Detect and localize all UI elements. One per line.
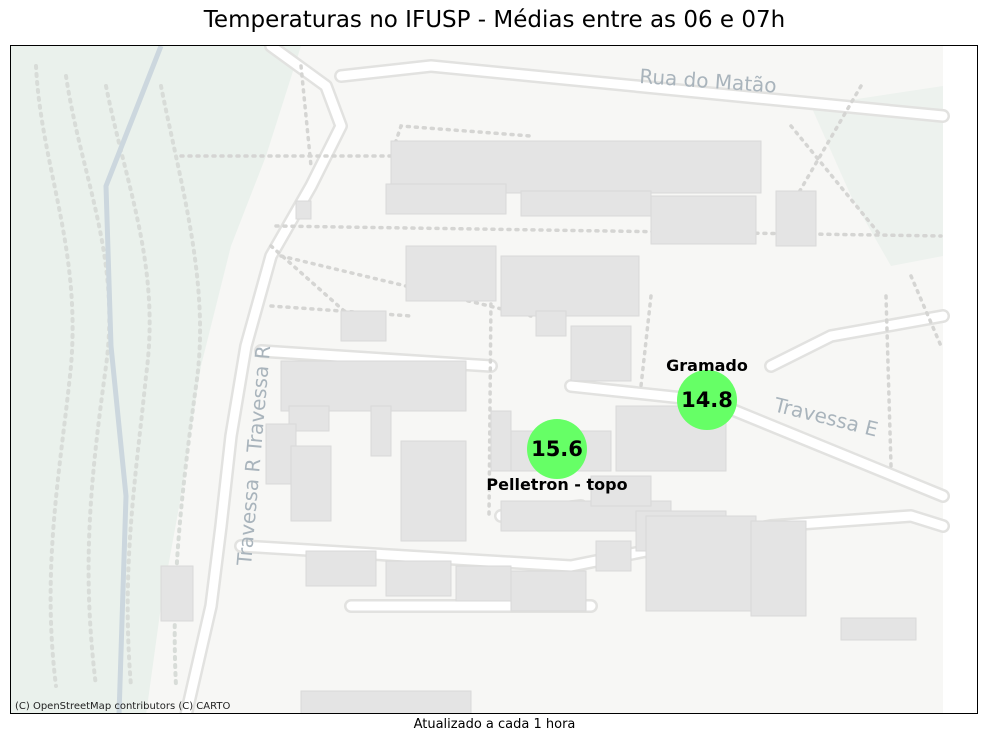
station-value: 15.6 (531, 437, 583, 461)
station-marker-pelletron[interactable]: 15.6 Pelletron - topo (486, 419, 628, 494)
station-value: 14.8 (681, 388, 733, 412)
map-canvas: Rua do Matão Travessa E Travessa R Trave… (11, 46, 977, 713)
station-marker-gramado[interactable]: 14.8 Gramado (666, 356, 748, 430)
footer-note: Atualizado a cada 1 hora (413, 717, 576, 732)
map-blank-margin (943, 46, 977, 713)
station-circle (677, 370, 737, 430)
buildings (160, 140, 917, 713)
green-area (11, 46, 301, 713)
station-name: Pelletron - topo (486, 475, 627, 494)
station-name: Gramado (666, 356, 748, 375)
map-frame[interactable]: Rua do Matão Travessa E Travessa R Trave… (10, 45, 978, 714)
map-attribution: (C) OpenStreetMap contributors (C) CARTO (15, 701, 231, 712)
stream (103, 46, 164, 713)
station-circle (527, 419, 587, 479)
chart-title: Temperaturas no IFUSP - Médias entre as … (203, 7, 786, 33)
green-area-ne (811, 86, 943, 266)
